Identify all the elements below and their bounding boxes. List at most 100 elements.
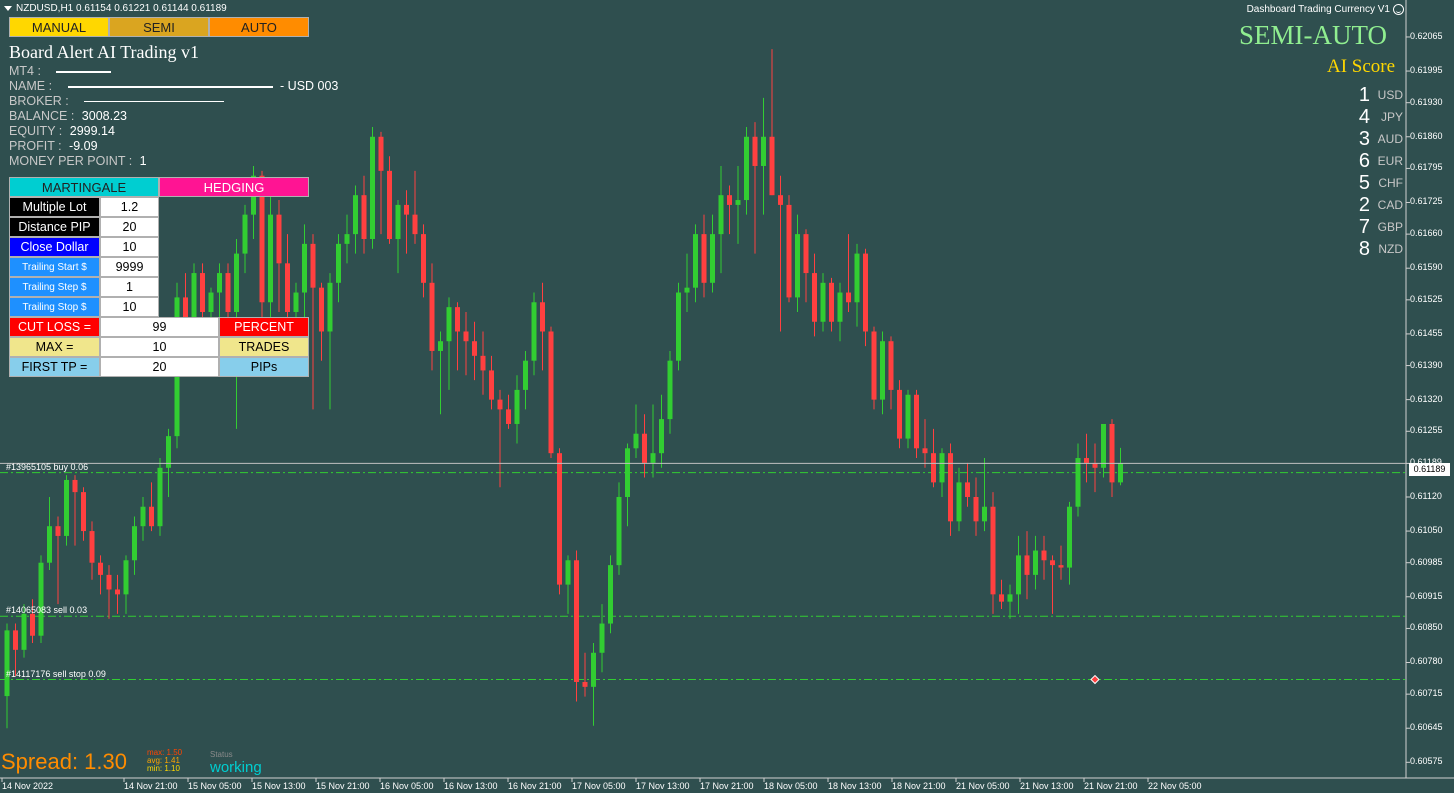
time-tick-label: 16 Nov 21:00 [508,781,562,791]
candle-body [574,560,579,682]
candle-body [565,560,571,585]
first-tp-label: FIRST TP = [9,357,100,377]
candle [616,482,622,575]
candle [21,604,27,658]
score-row-usd: 1 USD [1340,84,1403,106]
candle [13,623,18,677]
profit-value: -9.09 [69,139,98,153]
candle-body [514,389,520,424]
price-tick-label: 0.61189 [1410,457,1442,467]
max-trades-input[interactable] [100,337,219,357]
score-row-aud: 3 AUD [1340,128,1403,150]
trailing-stop-input[interactable] [100,297,159,317]
candle [642,414,647,478]
tab-hedging[interactable]: HEDGING [159,177,309,197]
score-currency: EUR [1377,154,1403,168]
candle [761,97,766,215]
candle [378,131,384,235]
candle-body [599,623,605,653]
candle [1118,447,1123,486]
candle-body [786,204,792,298]
candle-body [948,453,953,522]
status-value: working [210,759,262,776]
candle-body [353,195,358,235]
candle [1016,535,1021,614]
candle [718,165,724,274]
candle-body [157,467,163,527]
dropdown-triangle-icon[interactable] [4,5,12,11]
price-tick-label: 0.61860 [1410,130,1443,141]
candle [965,462,970,507]
candle-body [429,282,435,351]
time-tick-label: 21 Nov 21:00 [1084,781,1138,791]
candle-body [676,292,681,361]
order-label[interactable]: #14117176 sell stop 0.09 [6,668,106,679]
candle [667,350,673,434]
candle [863,248,868,347]
close-dollar-input[interactable] [100,237,159,257]
manual-button[interactable]: MANUAL [9,17,109,37]
price-tick-label: 0.62065 [1410,30,1443,41]
first-tp-input[interactable] [100,357,219,377]
candle [336,234,341,303]
trailing-step-input[interactable] [100,277,159,297]
distance-pip-input[interactable] [100,217,159,237]
cut-loss-label: CUT LOSS = [9,317,100,337]
candle-body [506,409,511,424]
candle-body [412,214,418,235]
candle [81,487,86,541]
candle-body [667,360,673,420]
first-tp-unit-button[interactable]: PIPs [219,357,309,377]
candle [370,127,375,249]
candle-body [803,234,809,274]
max-trades-unit-button[interactable]: TRADES [219,337,309,357]
name-redacted-value [67,85,273,88]
candle-body [183,297,188,327]
candle-body [795,234,800,298]
chart-symbol-title: NZDUSD,H1 0.61154 0.61221 0.61144 0.6118… [4,3,227,14]
candle [4,623,10,729]
cut-loss-input[interactable] [100,317,219,337]
tab-martingale[interactable]: MARTINGALE [9,177,159,197]
candle [540,282,545,371]
order-label[interactable]: #14065083 sell 0.03 [6,605,88,616]
equity-label: EQUITY : [9,124,63,138]
candle-body [455,307,460,332]
name-label: NAME : [9,79,53,93]
score-row-chf: 5 CHF [1340,172,1403,194]
candle [948,443,953,536]
candle-body [217,273,222,293]
candle-body [106,574,112,590]
candle [523,350,528,410]
candle-body [880,341,885,400]
profit-label: PROFIT : [9,139,62,153]
score-rank: 5 [1358,171,1370,194]
candle [412,170,418,244]
candle-body [140,506,146,527]
price-tick-label: 0.60985 [1410,556,1443,567]
currency-score-list: 1 USD 4 JPY 3 AUD 6 EUR 5 CHF 2 CAD 7 GBP 8 NZD [1340,84,1403,260]
candle-body [115,589,120,595]
cut-loss-unit-button[interactable]: PERCENT [219,317,309,337]
candle-body [1109,423,1115,483]
order-label[interactable]: #13965105 buy 0.06 [6,461,89,472]
candle-body [1033,550,1038,575]
candle [438,331,443,415]
candle-body [633,433,639,449]
pending-order-icon [1090,674,1100,685]
candle [132,516,137,575]
candle-body [769,136,775,196]
candle [310,234,316,410]
candle [897,380,902,449]
setting-row-max-trades: MAX = TRADES [9,337,309,357]
candle-body [13,630,18,650]
auto-button[interactable]: AUTO [209,17,309,37]
multiple-lot-input[interactable] [100,197,159,217]
candle [557,448,562,595]
semi-button[interactable]: SEMI [109,17,209,37]
price-tick-label: 0.60780 [1410,656,1443,667]
trailing-start-input[interactable] [100,257,159,277]
candle-body [744,136,749,201]
candle-body [47,526,52,563]
